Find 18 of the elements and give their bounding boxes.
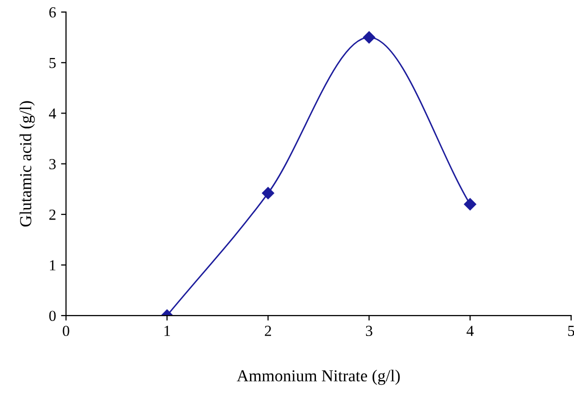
point: [362, 31, 376, 44]
x-tick-label: 5: [568, 326, 574, 336]
point: [262, 187, 274, 200]
y-axis-title: Glutamic acid (g/l): [20, 101, 35, 227]
y-tick-label: 5: [50, 58, 56, 68]
y-tick-label: 4: [48, 108, 56, 119]
x-tick-label: 1: [164, 326, 170, 336]
y-tick-label: 3: [49, 159, 56, 170]
y-tick-label: 2: [49, 210, 56, 220]
y-tick-label: 1: [50, 260, 56, 270]
point: [464, 198, 476, 210]
x-axis-title: Ammonium Nitrate (g/l): [236, 370, 400, 385]
y-tick-label: 0: [49, 310, 56, 322]
x-tick-label: 0: [62, 326, 70, 336]
x-tick-label: 3: [366, 326, 372, 336]
x-tick-label: 2: [264, 326, 272, 336]
y-tick-label: 6: [49, 7, 56, 18]
x-tick-label: 4: [466, 326, 474, 336]
